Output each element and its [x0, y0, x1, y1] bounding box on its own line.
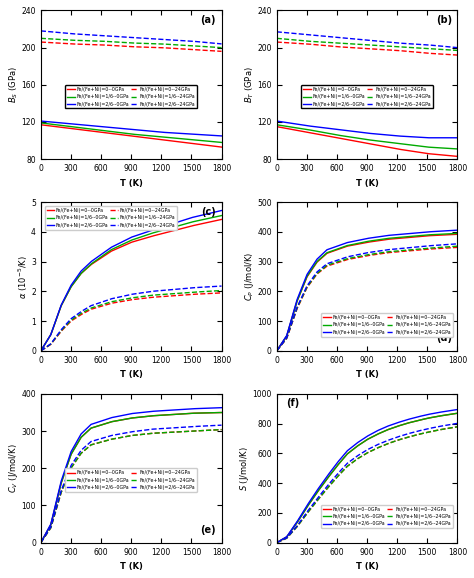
X-axis label: T (K): T (K) [356, 370, 379, 379]
Legend: Fe/(Fe+Ni)=0--0GPa, Fe/(Fe+Ni)=1/6--0GPa, Fe/(Fe+Ni)=2/6--0GPa, Fe/(Fe+Ni)=0--24: Fe/(Fe+Ni)=0--0GPa, Fe/(Fe+Ni)=1/6--0GPa… [65, 85, 197, 109]
X-axis label: T (K): T (K) [356, 562, 379, 571]
Y-axis label: $C_P$ (J/mol/K): $C_P$ (J/mol/K) [243, 252, 256, 301]
Legend: Fe/(Fe+Ni)=0--0GPa, Fe/(Fe+Ni)=1/6--0GPa, Fe/(Fe+Ni)=2/6--0GPa, Fe/(Fe+Ni)=0--24: Fe/(Fe+Ni)=0--0GPa, Fe/(Fe+Ni)=1/6--0GPa… [321, 313, 453, 336]
Legend: Fe/(Fe+Ni)=0--0GPa, Fe/(Fe+Ni)=1/6--0GPa, Fe/(Fe+Ni)=2/6--0GPa, Fe/(Fe+Ni)=0--24: Fe/(Fe+Ni)=0--0GPa, Fe/(Fe+Ni)=1/6--0GPa… [301, 85, 433, 109]
Y-axis label: $C_V$ (J/mol/K): $C_V$ (J/mol/K) [7, 443, 20, 493]
Legend: Fe/(Fe+Ni)=0--0GPa, Fe/(Fe+Ni)=1/6--0GPa, Fe/(Fe+Ni)=2/6--0GPa, Fe/(Fe+Ni)=0--24: Fe/(Fe+Ni)=0--0GPa, Fe/(Fe+Ni)=1/6--0GPa… [65, 468, 197, 492]
X-axis label: T (K): T (K) [120, 370, 143, 379]
Text: (a): (a) [201, 15, 216, 25]
Y-axis label: $S$ (J/mol/K): $S$ (J/mol/K) [238, 446, 251, 491]
Y-axis label: $\alpha$ (10$^{-5}$/K): $\alpha$ (10$^{-5}$/K) [16, 254, 30, 298]
Y-axis label: $B_T$ (GPa): $B_T$ (GPa) [244, 66, 256, 103]
X-axis label: T (K): T (K) [120, 179, 143, 188]
X-axis label: T (K): T (K) [356, 179, 379, 188]
Text: (c): (c) [201, 207, 216, 217]
X-axis label: T (K): T (K) [120, 562, 143, 571]
Text: (b): (b) [436, 15, 452, 25]
Text: (e): (e) [201, 525, 216, 535]
Text: (f): (f) [286, 398, 299, 409]
Legend: Fe/(Fe+Ni)=0--0GPa, Fe/(Fe+Ni)=1/6--0GPa, Fe/(Fe+Ni)=2/6--0GPa, Fe/(Fe+Ni)=0--24: Fe/(Fe+Ni)=0--0GPa, Fe/(Fe+Ni)=1/6--0GPa… [45, 206, 177, 229]
Legend: Fe/(Fe+Ni)=0--0GPa, Fe/(Fe+Ni)=1/6--0GPa, Fe/(Fe+Ni)=2/6--0GPa, Fe/(Fe+Ni)=0--24: Fe/(Fe+Ni)=0--0GPa, Fe/(Fe+Ni)=1/6--0GPa… [321, 505, 453, 528]
Text: (d): (d) [436, 334, 452, 343]
Y-axis label: $B_S$ (GPa): $B_S$ (GPa) [8, 66, 20, 103]
